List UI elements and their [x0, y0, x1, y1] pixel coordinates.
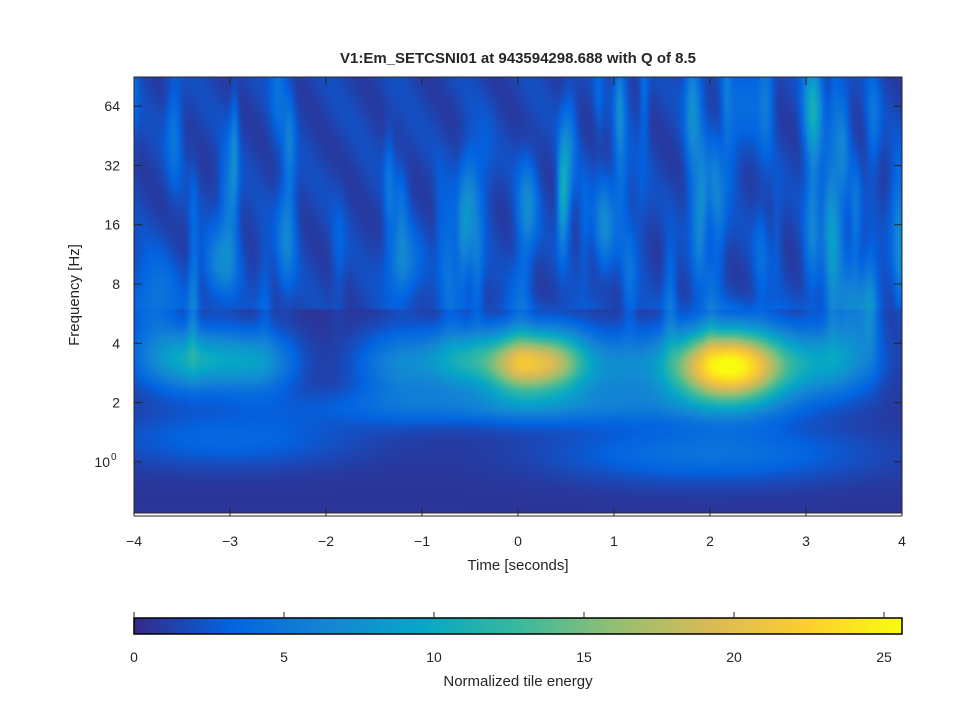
y-tick-label: 64: [104, 98, 120, 114]
x-ticks: −4 −3 −2 −1 0 1 2 3 4: [126, 77, 906, 549]
y-axis-label: Frequency [Hz]: [66, 244, 83, 346]
plot-area: [133, 76, 903, 514]
colorbar-ticks: 0 5 10 15 20 25: [130, 612, 892, 665]
colorbar-gradient: [133, 617, 903, 635]
colorbar-tick-label: 5: [280, 649, 288, 665]
colorbar-tick-label: 20: [726, 649, 742, 665]
y-tick-label: 32: [104, 157, 120, 173]
x-tick-label: 3: [802, 533, 810, 549]
x-tick-label: 2: [706, 533, 714, 549]
x-tick-label: −2: [318, 533, 334, 549]
x-tick-label: 4: [898, 533, 906, 549]
colorbar: 0 5 10 15 20 25 Normalized tile energy: [130, 612, 903, 690]
y-tick-label: 4: [112, 335, 120, 351]
y-tick-label-exponent: 0: [111, 452, 117, 463]
x-tick-label: 0: [514, 533, 522, 549]
y-tick-label: 10: [94, 454, 110, 470]
x-tick-label: −3: [222, 533, 238, 549]
colorbar-tick-label: 0: [130, 649, 138, 665]
x-axis-label: Time [seconds]: [467, 557, 568, 574]
colorbar-tick-label: 15: [576, 649, 592, 665]
chart-title: V1:Em_SETCSNI01 at 943594298.688 with Q …: [340, 50, 696, 67]
y-tick-label: 8: [112, 276, 120, 292]
x-tick-label: −1: [414, 533, 430, 549]
x-axis: −4 −3 −2 −1 0 1 2 3 4 Time [seconds]: [126, 77, 906, 574]
y-tick-label: 2: [112, 395, 120, 411]
y-tick-label: 16: [104, 217, 120, 233]
colorbar-tick-label: 25: [876, 649, 892, 665]
y-ticks: 10 0 2 4 8 16 32 64: [94, 98, 902, 470]
x-tick-label: −4: [126, 533, 142, 549]
colorbar-label: Normalized tile energy: [443, 673, 593, 690]
x-tick-label: 1: [610, 533, 618, 549]
colorbar-tick-label: 10: [426, 649, 442, 665]
spectrogram-heatmap: [134, 77, 902, 513]
y-axis: 10 0 2 4 8 16 32 64 Frequency [Hz]: [66, 98, 902, 470]
